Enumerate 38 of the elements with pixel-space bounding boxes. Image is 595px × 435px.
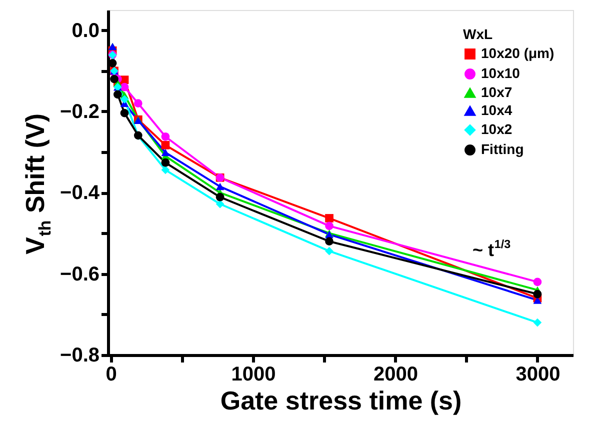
legend-label: 10x2 (481, 121, 512, 137)
point (216, 192, 224, 202)
point (161, 158, 170, 167)
legend-label: 10x7 (481, 84, 512, 100)
point (533, 278, 542, 286)
x-tick-label: 0 (106, 364, 117, 386)
y-tick-label: −0.2 (60, 100, 100, 123)
x-tick-label: 3000 (516, 364, 560, 386)
legend-label: 10x20 (μm) (481, 45, 554, 61)
point (120, 95, 129, 104)
point (161, 148, 170, 156)
y-tick-label: −0.4 (60, 182, 100, 204)
x-axis-title: Gate stress time (s) (220, 386, 462, 416)
point (120, 108, 129, 118)
legend-label: 10x10 (481, 65, 520, 81)
point (120, 82, 129, 92)
x-tick-label: 1000 (231, 364, 276, 386)
point (110, 74, 118, 84)
point (325, 222, 334, 230)
point (161, 166, 170, 174)
point (161, 132, 170, 141)
point (325, 237, 334, 246)
point (533, 290, 542, 298)
point (533, 318, 542, 327)
point (113, 90, 122, 99)
point (134, 99, 142, 108)
y-tick-label: −0.6 (60, 263, 100, 286)
y-axis-title: Vth Shift (V) (20, 113, 54, 254)
y-tick-label: −0.8 (60, 344, 100, 366)
legend-title: WxL (463, 26, 493, 42)
point (325, 214, 334, 222)
point (216, 182, 224, 190)
x-tick-label: 2000 (374, 364, 418, 386)
point (325, 246, 334, 256)
legend-label: 10x4 (481, 102, 512, 118)
point (161, 140, 170, 150)
legend-label: Fitting (481, 141, 524, 157)
y-tick-label: 0.0 (72, 20, 100, 42)
